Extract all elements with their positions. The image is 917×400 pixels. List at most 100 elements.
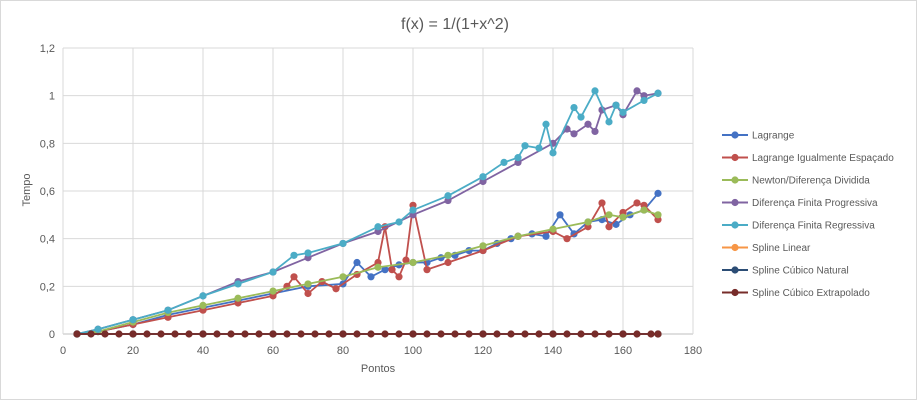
data-point xyxy=(395,218,403,226)
data-point xyxy=(556,211,564,219)
x-tick-label: 0 xyxy=(60,345,66,357)
data-point xyxy=(500,158,508,166)
data-point xyxy=(409,330,417,338)
data-point xyxy=(304,289,312,298)
data-point xyxy=(591,330,599,338)
data-point xyxy=(311,330,319,338)
data-point xyxy=(353,330,361,338)
legend-item: Spline Linear xyxy=(722,243,811,254)
data-point xyxy=(234,294,242,302)
data-point xyxy=(94,325,102,333)
data-point xyxy=(605,118,613,126)
data-point xyxy=(563,330,571,338)
data-point xyxy=(549,330,557,338)
series-line xyxy=(76,200,659,335)
data-point xyxy=(444,251,452,259)
data-point xyxy=(521,142,529,150)
legend-item: Lagrange Igualmente Espaçado xyxy=(722,153,894,164)
data-point xyxy=(479,330,487,338)
x-tick-label: 140 xyxy=(544,345,562,357)
data-point xyxy=(388,266,396,274)
data-point xyxy=(143,330,151,338)
data-point xyxy=(115,330,123,338)
data-point xyxy=(101,330,109,338)
legend-item: Diferença Finita Regressiva xyxy=(722,221,875,232)
series-layer xyxy=(73,87,662,338)
data-point xyxy=(129,316,137,324)
data-point xyxy=(444,258,452,267)
data-point xyxy=(598,199,606,207)
data-point xyxy=(605,223,613,231)
legend-swatch-marker xyxy=(731,198,739,207)
legend-swatch-marker xyxy=(731,243,739,252)
data-point xyxy=(234,280,242,288)
y-axis-title: Tempo xyxy=(21,173,33,206)
data-point xyxy=(444,192,452,200)
data-point xyxy=(654,189,662,197)
series-7 xyxy=(73,330,662,338)
data-point xyxy=(521,330,529,338)
data-point xyxy=(381,330,389,338)
data-point xyxy=(339,239,347,248)
legend-label: Spline Cúbico Natural xyxy=(752,266,849,277)
series-0 xyxy=(73,189,662,338)
data-point xyxy=(255,330,263,338)
series-4 xyxy=(73,87,662,338)
data-point xyxy=(507,330,515,338)
legend-label: Lagrange xyxy=(752,131,795,142)
data-point xyxy=(269,330,277,338)
series-line xyxy=(76,209,659,335)
legend-item: Spline Cúbico Extrapolado xyxy=(722,288,870,299)
y-tick-labels: 0 0,2 0,4 0,6 0,8 1 1,2 xyxy=(40,43,55,341)
data-point xyxy=(535,144,543,152)
y-tick-label: 0,6 xyxy=(40,186,55,198)
data-point xyxy=(465,330,473,338)
legend-swatch-marker xyxy=(731,288,739,297)
data-point xyxy=(325,330,333,338)
data-point xyxy=(584,120,592,128)
data-point xyxy=(633,330,641,338)
data-point xyxy=(164,306,172,314)
legend-label: Newton/Diferença Dividida xyxy=(752,176,870,187)
data-point xyxy=(647,330,655,338)
x-tick-label: 40 xyxy=(197,345,209,357)
data-point xyxy=(479,242,487,250)
legend-item: Newton/Diferença Dividida xyxy=(722,176,870,187)
data-point xyxy=(619,330,627,338)
data-point xyxy=(619,213,627,221)
series-line xyxy=(76,88,659,335)
data-point xyxy=(549,149,557,157)
series-line xyxy=(76,89,659,335)
y-tick-label: 1,2 xyxy=(40,43,55,55)
legend-label: Spline Linear xyxy=(752,243,811,254)
data-point xyxy=(591,127,599,136)
x-tick-label: 160 xyxy=(614,345,632,357)
x-tick-label: 60 xyxy=(267,345,279,357)
data-point xyxy=(199,301,207,309)
legend-item: Diferença Finita Progressiva xyxy=(722,198,878,209)
data-point xyxy=(395,273,403,281)
legend-swatch-marker xyxy=(731,176,739,184)
y-tick-label: 0,8 xyxy=(40,138,55,150)
x-tick-label: 100 xyxy=(404,345,422,357)
data-point xyxy=(423,330,431,338)
data-point xyxy=(241,330,249,338)
x-tick-label: 20 xyxy=(127,345,139,357)
data-point xyxy=(577,113,585,121)
legend-swatch-marker xyxy=(731,266,739,274)
data-point xyxy=(409,206,417,214)
data-point xyxy=(339,330,347,338)
chart-title: f(x) = 1/(1+x^2) xyxy=(401,16,509,33)
data-point xyxy=(374,223,382,231)
data-point xyxy=(157,330,165,338)
legend-swatch-marker xyxy=(731,131,739,139)
legend-swatch-marker xyxy=(731,221,739,229)
data-point xyxy=(493,330,501,338)
data-point xyxy=(640,206,648,214)
legend-label: Lagrange Igualmente Espaçado xyxy=(752,153,894,164)
data-point xyxy=(451,330,459,338)
data-point xyxy=(584,218,592,226)
data-point xyxy=(535,330,543,338)
data-point xyxy=(570,130,578,138)
data-point xyxy=(654,89,662,97)
